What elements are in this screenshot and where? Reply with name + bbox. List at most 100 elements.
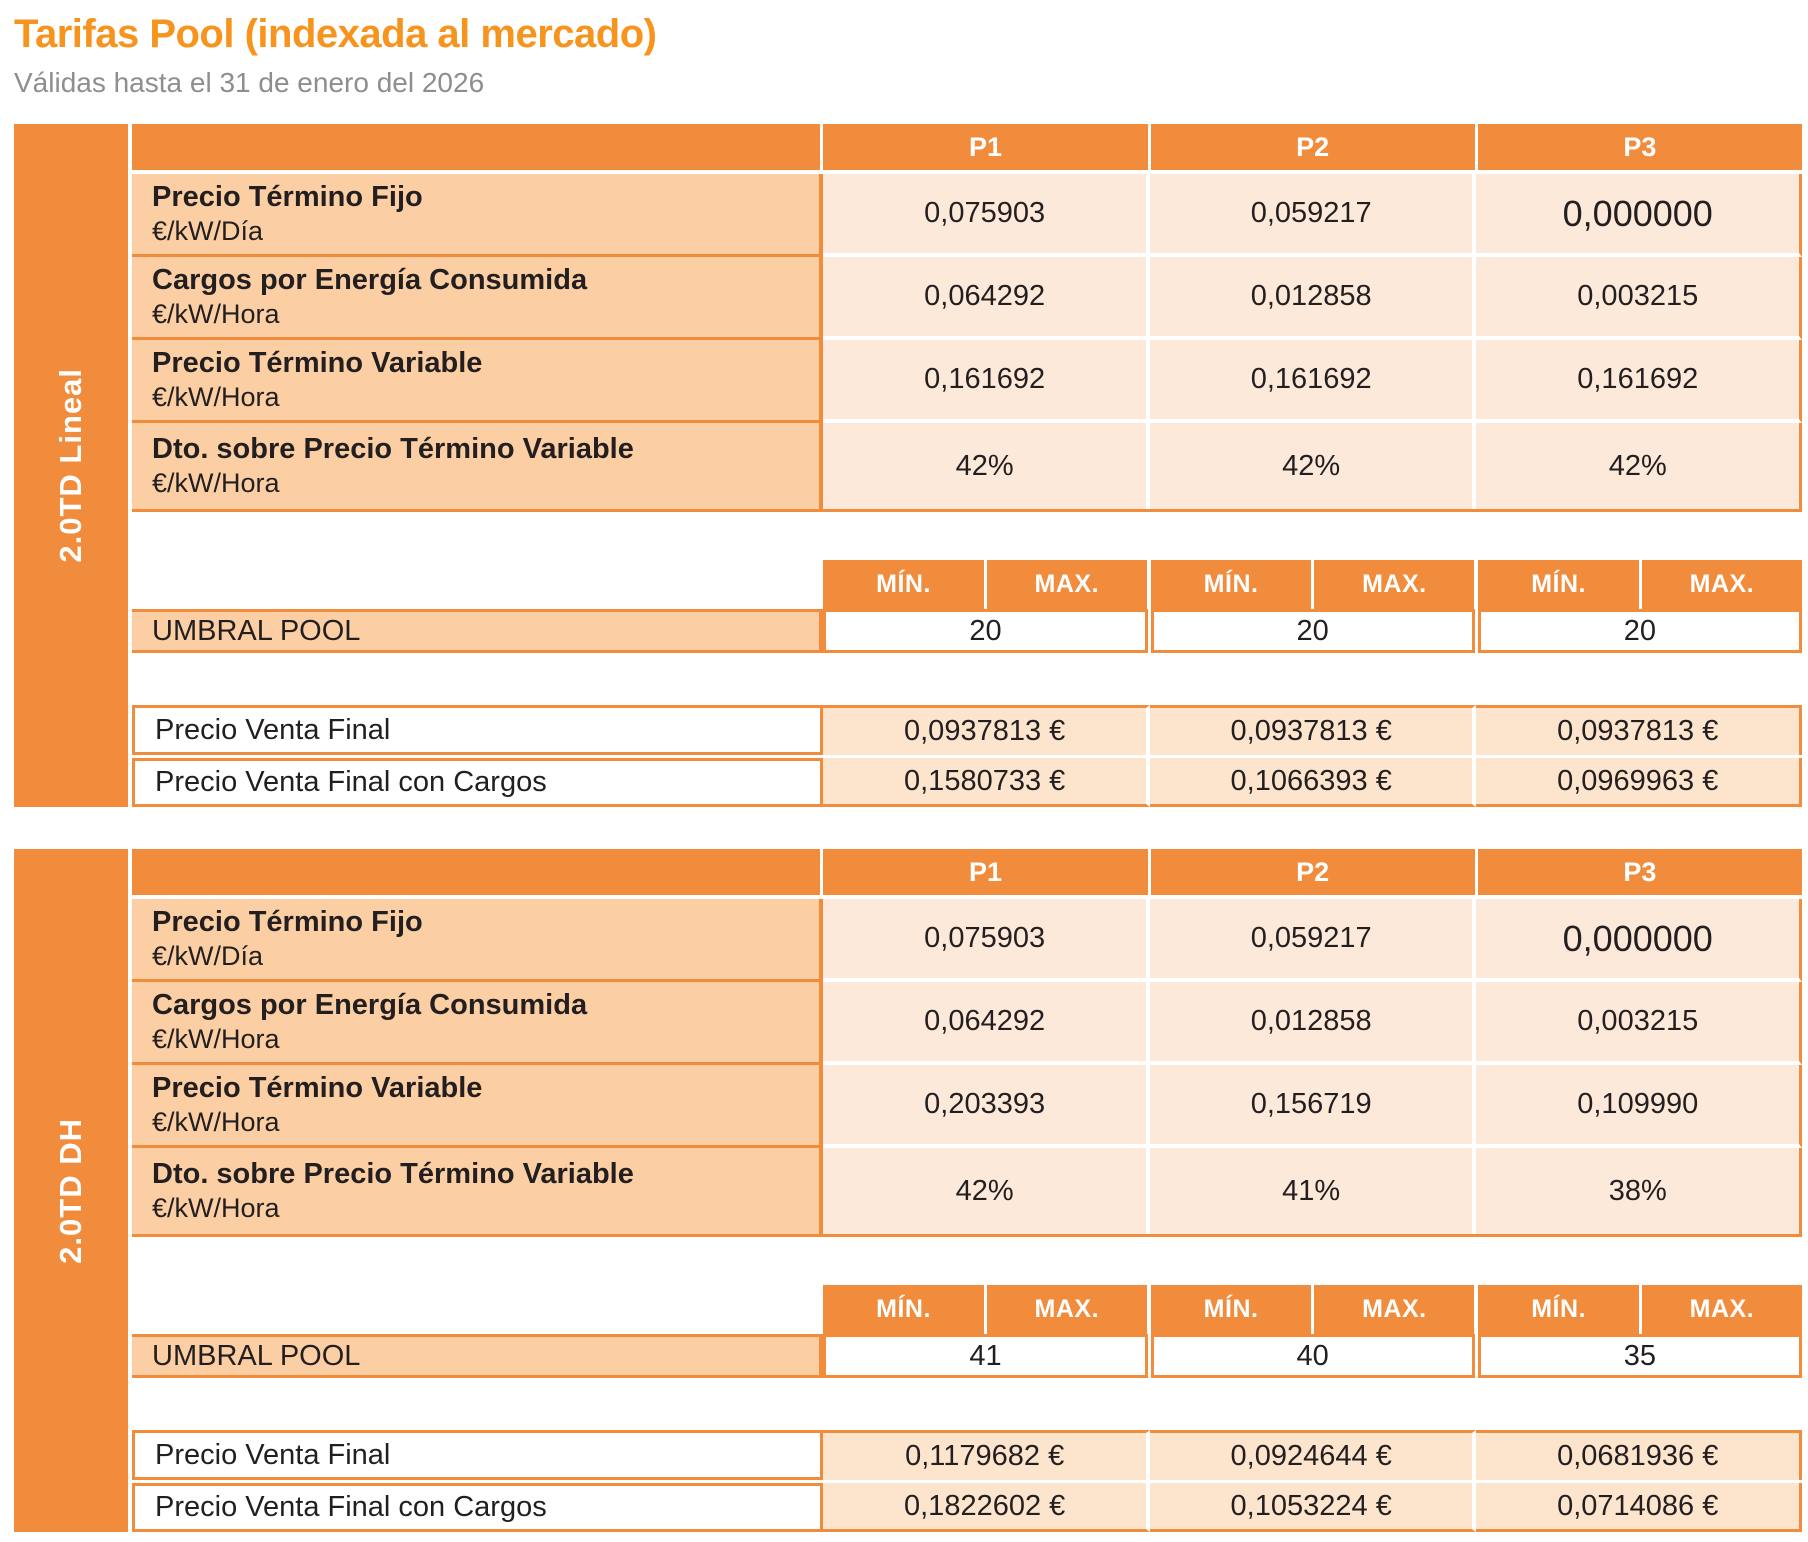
value-cell: 0,075903	[823, 899, 1150, 982]
min-header: MÍN.	[1150, 560, 1312, 609]
row-unit: €/kW/Hora	[152, 1193, 280, 1223]
minmax-group-p2: MÍN. MAX.	[1150, 560, 1475, 609]
value-cell: 0,075903	[823, 174, 1150, 257]
price-rows: Precio Término Fijo €/kW/Día 0,075903 0,…	[132, 899, 1803, 1237]
row-unit: €/kW/Hora	[152, 1024, 280, 1054]
page-subtitle: Válidas hasta el 31 de enero del 2026	[14, 67, 485, 98]
row-label: Dto. sobre Precio Término Variable	[152, 1158, 634, 1190]
value-cell: 0,203393	[823, 1065, 1150, 1148]
min-header: MÍN.	[823, 1285, 984, 1334]
minmax-header-row: MÍN. MAX. MÍN. MAX. MÍN. MAX.	[132, 560, 1803, 609]
spacer	[132, 653, 1802, 705]
final-price-row: Precio Venta Final con Cargos 0,1580733 …	[132, 758, 1803, 807]
column-header-p3: P3	[1477, 124, 1802, 170]
table-row: Dto. sobre Precio Término Variable €/kW/…	[132, 423, 1803, 509]
value-cell: 42%	[1149, 423, 1477, 509]
final-price-label: Precio Venta Final con Cargos	[132, 1483, 824, 1532]
min-header: MÍN.	[1478, 560, 1639, 609]
section-sidebar: 2.0TD DH	[14, 849, 128, 1532]
value-cell: 0,161692	[1476, 340, 1803, 423]
header-spacer	[132, 849, 821, 895]
row-unit: €/kW/Hora	[152, 468, 280, 498]
value-cell: 0,012858	[1149, 982, 1477, 1065]
final-price-value: 0,1053224 €	[1149, 1483, 1477, 1532]
row-label: Dto. sobre Precio Término Variable	[152, 433, 634, 465]
row-label-cell: Dto. sobre Precio Término Variable €/kW/…	[132, 423, 824, 509]
final-price-value: 0,0937813 €	[823, 705, 1150, 755]
table-row: Precio Término Variable €/kW/Hora 0,1616…	[132, 340, 1803, 423]
row-label: Precio Término Variable	[152, 347, 483, 379]
doc-header: Tarifas Pool (indexada al mercado) Válid…	[0, 0, 1808, 100]
row-label: Cargos por Energía Consumida	[152, 989, 588, 1021]
value-cell: 0,059217	[1149, 899, 1477, 982]
row-label-cell: Cargos por Energía Consumida €/kW/Hora	[132, 982, 824, 1065]
final-price-value: 0,1179682 €	[823, 1430, 1150, 1480]
value-cell: 42%	[1476, 423, 1803, 509]
column-header-p1: P1	[823, 849, 1148, 895]
tariff-section-dh: 2.0TD DH P1 P2 P3 Precio Término Fijo €/…	[14, 849, 1803, 1532]
value-cell: 0,000000	[1476, 899, 1803, 982]
row-label: Precio Término Fijo	[152, 181, 423, 213]
table-row: Dto. sobre Precio Término Variable €/kW/…	[132, 1148, 1803, 1234]
final-price-value: 0,1822602 €	[823, 1483, 1150, 1532]
min-header: MÍN.	[1150, 1285, 1312, 1334]
value-cell: 41%	[1149, 1148, 1477, 1234]
value-cell: 38%	[1476, 1148, 1803, 1234]
section-table: P1 P2 P3 Precio Término Fijo €/kW/Día 0,…	[132, 849, 1803, 1532]
spacer	[132, 512, 1802, 560]
value-cell: 0,064292	[823, 257, 1150, 340]
minmax-group-p2: MÍN. MAX.	[1150, 1285, 1475, 1334]
row-label-cell: Cargos por Energía Consumida €/kW/Hora	[132, 257, 824, 340]
min-header: MÍN.	[823, 560, 984, 609]
value-cell: 0,003215	[1476, 982, 1803, 1065]
row-label-cell: Precio Término Variable €/kW/Hora	[132, 1065, 824, 1148]
final-price-row: Precio Venta Final con Cargos 0,1822602 …	[132, 1483, 1803, 1532]
value-cell: 42%	[823, 423, 1150, 509]
row-unit: €/kW/Día	[152, 941, 264, 971]
section-label: 2.0TD Lineal	[53, 368, 88, 563]
final-price-value: 0,0681936 €	[1476, 1430, 1803, 1480]
final-price-value: 0,0937813 €	[1149, 705, 1477, 755]
row-unit: €/kW/Hora	[152, 382, 280, 412]
value-cell: 0,059217	[1149, 174, 1477, 257]
minmax-group-p1: MÍN. MAX.	[823, 1285, 1147, 1334]
row-label-cell: Precio Término Fijo €/kW/Día	[132, 174, 824, 257]
max-header: MAX.	[1314, 1285, 1475, 1334]
umbral-value: 41	[823, 1334, 1148, 1378]
column-header-p2: P2	[1150, 124, 1475, 170]
table-row: Precio Término Variable €/kW/Hora 0,2033…	[132, 1065, 1803, 1148]
final-price-row: Precio Venta Final 0,0937813 € 0,0937813…	[132, 705, 1803, 755]
final-price-value: 0,0937813 €	[1476, 705, 1803, 755]
final-price-label: Precio Venta Final con Cargos	[132, 758, 824, 807]
spacer	[132, 1237, 1802, 1285]
final-price-label: Precio Venta Final	[132, 705, 824, 755]
row-unit: €/kW/Día	[152, 216, 264, 246]
value-cell: 0,000000	[1476, 174, 1803, 257]
final-price-value: 0,0969963 €	[1476, 758, 1803, 807]
column-header-p2: P2	[1150, 849, 1475, 895]
umbral-value: 20	[1477, 609, 1802, 653]
final-price-value: 0,0714086 €	[1476, 1483, 1803, 1532]
row-label: Precio Término Variable	[152, 1072, 483, 1104]
value-cell: 0,156719	[1149, 1065, 1477, 1148]
minmax-spacer	[132, 1285, 820, 1334]
minmax-group-p1: MÍN. MAX.	[823, 560, 1147, 609]
period-header-row: P1 P2 P3	[132, 124, 1802, 170]
minmax-group-p3: MÍN. MAX.	[1478, 1285, 1803, 1334]
row-label: Cargos por Energía Consumida	[152, 264, 588, 296]
value-cell: 0,064292	[823, 982, 1150, 1065]
row-label-cell: Precio Término Variable €/kW/Hora	[132, 340, 824, 423]
minmax-spacer	[132, 560, 820, 609]
value-cell: 0,012858	[1149, 257, 1477, 340]
table-row: Precio Término Fijo €/kW/Día 0,075903 0,…	[132, 899, 1803, 982]
final-price-value: 0,1066393 €	[1149, 758, 1477, 807]
section-label: 2.0TD DH	[53, 1117, 88, 1264]
umbral-pool-row: UMBRAL POOL 20 20 20	[132, 609, 1802, 653]
row-label: Precio Término Fijo	[152, 906, 423, 938]
row-label-cell: Precio Término Fijo €/kW/Día	[132, 899, 824, 982]
page-title: Tarifas Pool (indexada al mercado)	[14, 12, 657, 56]
value-cell: 0,003215	[1476, 257, 1803, 340]
section-sidebar: 2.0TD Lineal	[14, 124, 128, 807]
final-price-label: Precio Venta Final	[132, 1430, 824, 1480]
